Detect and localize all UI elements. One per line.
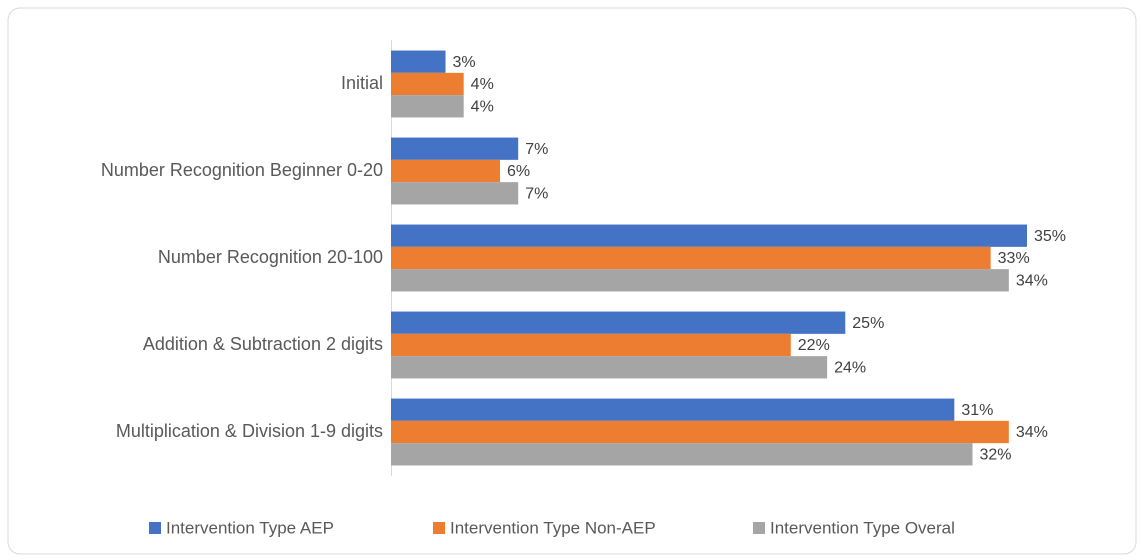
bar [391, 420, 1009, 444]
data-label: 32% [979, 447, 1011, 464]
y-tick-label: Number Recognition 20-100 [158, 247, 383, 267]
data-label: 3% [453, 54, 476, 71]
bar [391, 443, 973, 466]
bar [391, 398, 955, 421]
y-tick-label: Initial [341, 73, 383, 93]
data-label: 33% [998, 250, 1030, 267]
data-label: 22% [798, 337, 830, 354]
legend-swatch [753, 522, 765, 534]
data-label: 34% [1016, 273, 1048, 290]
legend-label: Intervention Type AEP [166, 518, 334, 537]
legend-label: Intervention Type Non-AEP [450, 518, 656, 537]
data-label: 7% [525, 186, 548, 203]
data-label: 7% [525, 141, 548, 158]
y-tick-label: Multiplication & Division 1-9 digits [116, 421, 383, 441]
bar [391, 333, 791, 357]
bar [391, 246, 991, 270]
y-tick-label: Addition & Subtraction 2 digits [143, 334, 383, 354]
bar [391, 72, 464, 96]
data-label: 6% [507, 163, 530, 180]
data-label: 4% [471, 99, 494, 116]
bar [391, 269, 1009, 292]
bar [391, 159, 501, 183]
data-label: 34% [1016, 424, 1048, 441]
legend-swatch [149, 522, 161, 534]
data-label: 25% [852, 315, 884, 332]
legend-label: Intervention Type Overal [770, 518, 955, 537]
bar [391, 182, 519, 205]
bar [391, 224, 1027, 247]
bar [391, 95, 464, 118]
legend-swatch [433, 522, 445, 534]
data-label: 4% [471, 76, 494, 93]
data-label: 31% [961, 402, 993, 419]
bar [391, 311, 846, 334]
data-label: 35% [1034, 228, 1066, 245]
y-tick-label: Number Recognition Beginner 0-20 [101, 160, 383, 180]
bar [391, 356, 828, 379]
bar [391, 50, 446, 73]
data-label: 24% [834, 360, 866, 377]
bar [391, 137, 519, 160]
